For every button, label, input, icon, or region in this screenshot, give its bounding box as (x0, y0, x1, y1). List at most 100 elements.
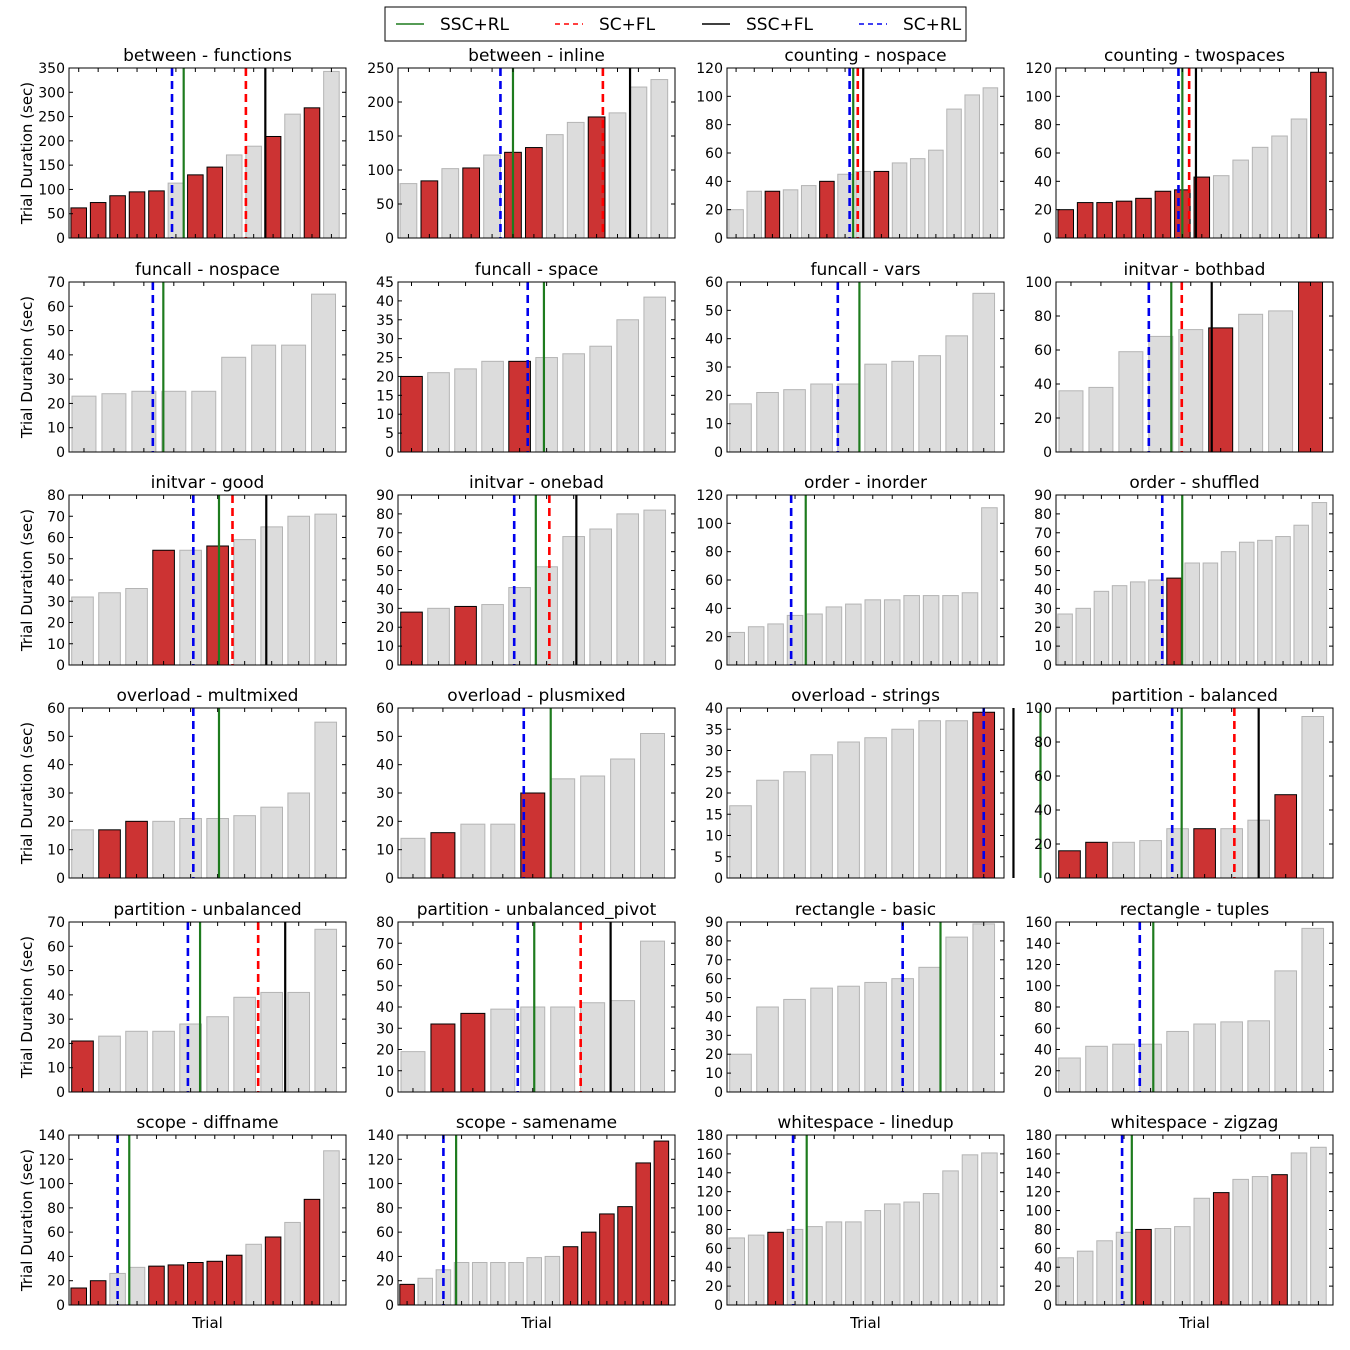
bar (643, 509, 667, 666)
y-tick-label: 140 (1025, 936, 1052, 952)
bar-highlighted (400, 375, 423, 453)
bar (245, 145, 262, 239)
bar (287, 515, 311, 666)
axes-frame (1055, 494, 1334, 666)
bar (441, 168, 460, 239)
y-tick-label: 0 (56, 1298, 65, 1314)
bar-highlighted (206, 166, 224, 239)
chart-panel: 0 20 40 60 80 100 120 140 scope - diffname Trial … (18, 1113, 347, 1332)
bar-highlighted (89, 202, 107, 239)
bar (1085, 1045, 1108, 1093)
y-tick-label: 10 (376, 639, 394, 655)
y-tick-label: 70 (376, 936, 394, 952)
y-tick-label: 0 (56, 871, 65, 887)
y-tick-label: 20 (705, 630, 723, 646)
bar (233, 996, 256, 1093)
bar (1075, 607, 1092, 666)
y-tick-label: 60 (47, 299, 65, 315)
y-tick-label: 100 (367, 163, 394, 179)
y-axis-label: Trial Duration (sec) (18, 722, 36, 865)
y-tick-label: 350 (38, 61, 65, 77)
y-tick-label: 50 (47, 324, 65, 340)
y-tick-label: 200 (367, 95, 394, 111)
bar (1111, 585, 1128, 666)
y-tick-label: 140 (38, 1128, 65, 1144)
y-tick-label: 100 (1025, 275, 1052, 291)
y-tick-label: 5 (385, 426, 394, 442)
bar (945, 720, 969, 879)
y-tick-label: 15 (705, 807, 723, 823)
bar (1232, 1178, 1249, 1306)
bar (128, 1266, 146, 1306)
bar-highlighted (206, 545, 229, 666)
y-tick-label: 100 (367, 1177, 394, 1193)
y-tick-label: 20 (1034, 620, 1052, 636)
bar (221, 356, 247, 453)
y-tick-label: 10 (376, 407, 394, 423)
chart-panel: 0 20 40 60 80 100 120 counting - twospaces (1025, 46, 1334, 247)
bar (728, 209, 744, 239)
bar (891, 978, 914, 1093)
bar (922, 1193, 940, 1306)
y-tick-label: 100 (696, 89, 723, 105)
bar (1275, 536, 1291, 666)
bar (589, 528, 612, 666)
y-tick-label: 120 (367, 1152, 394, 1168)
y-tick-label: 120 (1025, 958, 1052, 974)
y-tick-label: 100 (1025, 979, 1052, 995)
bar (101, 393, 127, 453)
y-tick-label: 10 (376, 843, 394, 859)
y-tick-label: 20 (705, 1047, 723, 1063)
bar-highlighted (128, 191, 146, 239)
bar (535, 566, 558, 666)
bar (460, 823, 486, 879)
bar-highlighted (1298, 281, 1324, 453)
y-tick-label: 70 (47, 275, 65, 291)
y-tick-label: 20 (705, 1279, 723, 1295)
bar (161, 390, 187, 453)
y-tick-label: 60 (376, 545, 394, 561)
y-tick-label: 40 (47, 573, 65, 589)
y-tick-label: 50 (376, 979, 394, 995)
chart-panel: 0 20 40 60 80 100 120 140 160 180 whitespace - lin… (696, 1113, 1005, 1332)
bar-highlighted (653, 1140, 670, 1306)
bar (526, 1257, 542, 1306)
y-tick-label: 30 (47, 1012, 65, 1028)
bar (281, 344, 307, 453)
axes-frame (68, 281, 347, 453)
bar (562, 353, 585, 453)
bar (454, 368, 477, 453)
y-tick-label: 80 (1034, 309, 1052, 325)
bar (918, 966, 941, 1093)
bar (961, 1154, 979, 1306)
bar-highlighted (873, 170, 890, 239)
bar (1301, 716, 1325, 879)
y-tick-label: 10 (47, 1061, 65, 1077)
chart-title: between - functions (123, 46, 292, 66)
bar-highlighted (187, 174, 204, 239)
y-tick-label: 30 (1034, 601, 1052, 617)
y-tick-label: 80 (1034, 735, 1052, 751)
axes-frame (397, 1134, 676, 1306)
y-tick-label: 80 (376, 1201, 394, 1217)
y-tick-label: 60 (376, 1225, 394, 1241)
bar (481, 604, 504, 666)
y-tick-label: 60 (47, 531, 65, 547)
bar-highlighted (71, 1040, 94, 1093)
bar (767, 623, 784, 666)
legend-label: SSC+RL (440, 15, 510, 35)
y-axis-label: Trial Duration (sec) (18, 296, 36, 439)
y-axis-label: Trial Duration (sec) (18, 82, 36, 225)
y-tick-label: 0 (714, 658, 723, 674)
bar (783, 389, 806, 453)
bar-highlighted (1135, 197, 1152, 239)
bar (311, 293, 337, 453)
bar (125, 1030, 148, 1093)
bar (1220, 828, 1243, 879)
bar-highlighted (562, 1246, 579, 1306)
y-tick-label: 20 (1034, 1279, 1052, 1295)
y-tick-label: 25 (376, 351, 394, 367)
y-tick-label: 60 (1034, 1241, 1052, 1257)
y-tick-label: 0 (714, 445, 723, 461)
y-tick-label: 100 (1025, 701, 1052, 717)
